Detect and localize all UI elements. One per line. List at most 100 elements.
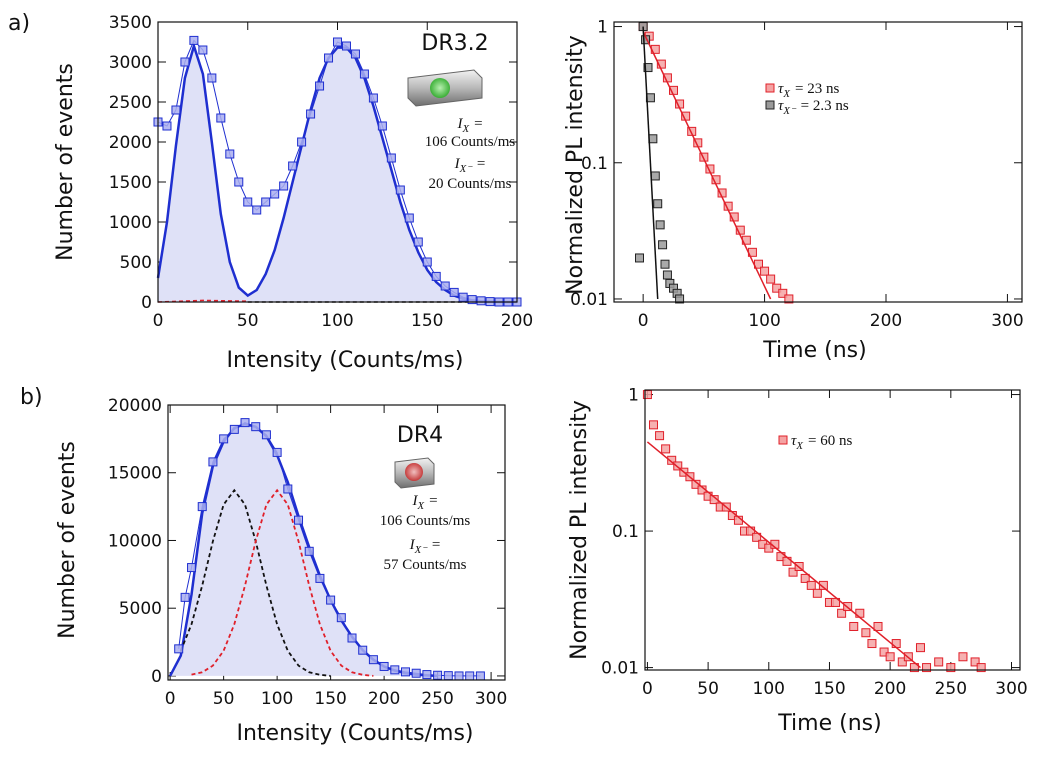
marker — [234, 177, 244, 187]
text: = — [432, 537, 440, 553]
marker — [288, 161, 298, 171]
marker — [782, 556, 792, 566]
marker — [643, 63, 653, 73]
marker — [261, 430, 271, 440]
marker — [861, 628, 871, 638]
marker — [922, 663, 932, 673]
marker — [315, 573, 325, 583]
marker — [422, 257, 432, 267]
marker — [800, 573, 810, 583]
plot-frame — [644, 389, 1021, 671]
subscript: X⁻ — [459, 163, 474, 175]
y-tick-label: 0.01 — [570, 290, 608, 310]
y-tick-label: 1 — [597, 18, 608, 38]
marker — [180, 57, 190, 67]
marker — [655, 220, 665, 230]
marker — [946, 663, 956, 673]
marker — [867, 639, 877, 649]
marker — [336, 613, 346, 623]
marker — [648, 134, 658, 144]
x-tick-label: 150 — [411, 311, 443, 331]
symbol: I — [456, 116, 463, 132]
marker — [635, 253, 644, 263]
marker — [306, 109, 316, 119]
marker — [475, 671, 485, 681]
marker — [655, 431, 665, 441]
x-tick-label: 250 — [421, 689, 453, 709]
marker — [270, 189, 280, 199]
x-axis-title: Time (ns) — [762, 338, 866, 363]
y-tick-label: 1000 — [109, 213, 152, 233]
y-axis-title: Number of events — [53, 63, 78, 261]
marker — [885, 652, 895, 662]
x-tick-label: 0 — [165, 689, 176, 709]
marker — [699, 152, 709, 162]
y-tick-label: 3000 — [109, 53, 152, 73]
line — [642, 26, 659, 300]
marker — [333, 37, 342, 47]
marker — [650, 171, 660, 181]
marker — [294, 515, 304, 525]
marker — [667, 455, 677, 465]
marker — [189, 35, 199, 45]
annotation: IX⁻ = — [409, 537, 441, 556]
subscript: X — [795, 440, 803, 452]
y-tick-label: 20000 — [108, 396, 162, 416]
line — [646, 441, 921, 669]
marker — [662, 270, 672, 280]
marker — [648, 420, 658, 430]
x-axis-title: Intensity (Counts/ms) — [236, 721, 473, 746]
annotation: IX = — [411, 493, 437, 512]
marker — [297, 137, 307, 147]
y-tick-label: 2000 — [109, 133, 152, 153]
marker — [443, 671, 453, 681]
marker — [467, 295, 477, 305]
marker — [358, 645, 368, 655]
y-tick-label: 3500 — [109, 13, 152, 33]
marker — [422, 670, 432, 680]
legend-label: τX = 60 ns — [791, 433, 852, 452]
subscript: X⁻ — [414, 544, 429, 556]
x-tick-label: 100 — [321, 311, 353, 331]
y-tick-label: 5000 — [119, 599, 162, 619]
x-tick-label: 200 — [870, 311, 902, 331]
marker — [687, 126, 697, 136]
panel-label: a) — [8, 11, 30, 36]
y-tick-label: 1 — [628, 386, 639, 406]
x-tick-label: 150 — [314, 689, 346, 709]
marker — [958, 652, 968, 662]
marker — [784, 294, 794, 304]
marker — [304, 546, 314, 556]
x-tick-label: 0 — [638, 311, 649, 331]
subscript: X — [461, 123, 469, 135]
marker — [897, 657, 907, 667]
panel-label: b) — [20, 385, 43, 410]
x-tick-label: 50 — [697, 679, 719, 699]
x-tick-label: 300 — [991, 311, 1023, 331]
marker — [458, 292, 468, 302]
text: = 2.3 ns — [801, 98, 849, 114]
marker — [909, 663, 919, 673]
y-tick-label: 500 — [120, 253, 152, 273]
text: = — [429, 493, 437, 509]
nanorod-icon — [394, 457, 435, 489]
marker — [347, 633, 357, 643]
marker — [324, 53, 334, 63]
marker — [831, 597, 841, 607]
symbol: τ — [791, 433, 797, 449]
annotation: IX⁻ = — [454, 156, 486, 175]
marker — [411, 668, 421, 678]
marker — [379, 661, 389, 671]
x-tick-label: 200 — [501, 311, 533, 331]
marker — [180, 592, 190, 602]
chart: 0 50 100 150 200 250 300 0.01 0.1 1 Time (ns) Norma… — [567, 386, 1028, 736]
text: = 23 ns — [795, 81, 839, 97]
marker — [208, 457, 218, 467]
marker — [174, 644, 184, 654]
marker — [272, 447, 282, 457]
marker — [879, 647, 889, 657]
x-tick-label: 300 — [475, 689, 507, 709]
marker — [413, 237, 423, 247]
marker — [873, 621, 883, 631]
